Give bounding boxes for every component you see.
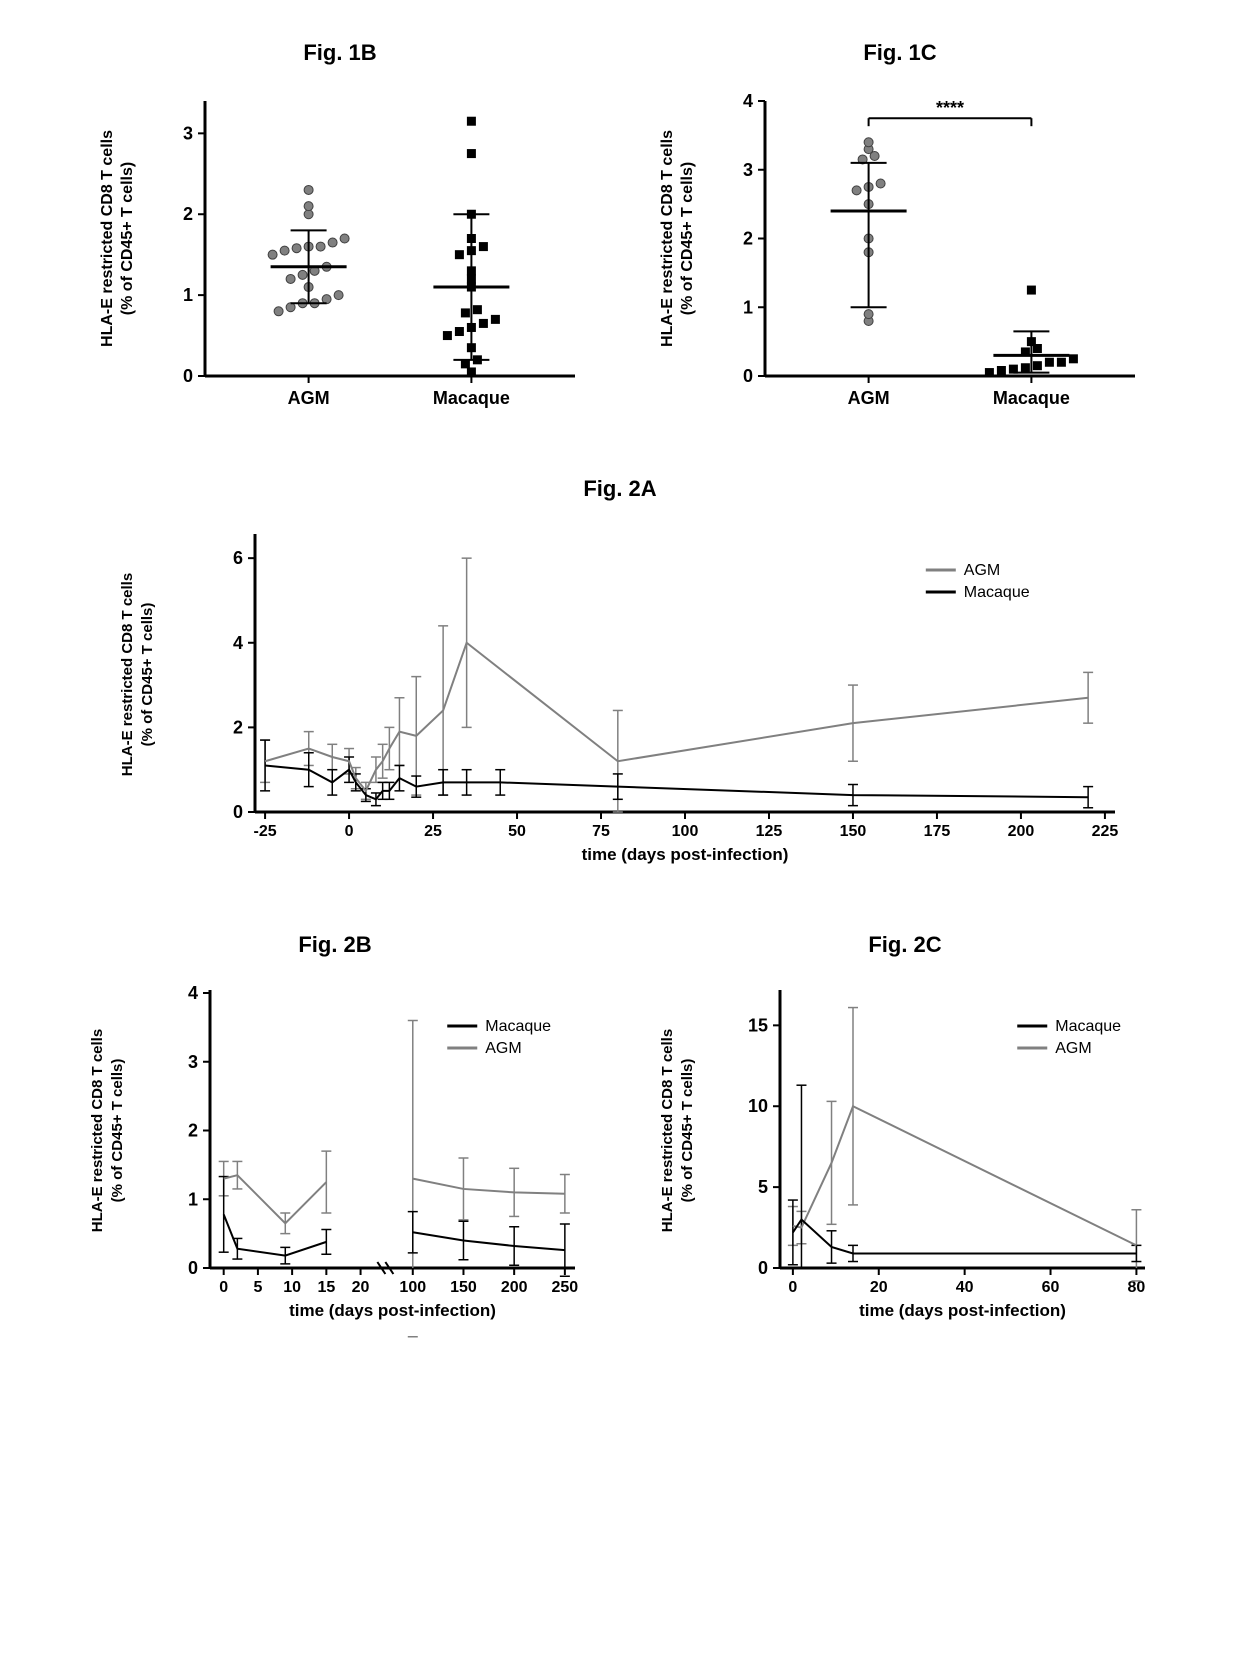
svg-text:200: 200 — [501, 1279, 528, 1296]
svg-text:Macaque: Macaque — [964, 584, 1030, 601]
svg-text:2: 2 — [233, 717, 243, 737]
svg-text:1: 1 — [743, 297, 753, 317]
svg-text:0: 0 — [219, 1279, 228, 1296]
svg-text:1: 1 — [183, 285, 193, 305]
fig2c-chart: 051015020406080time (days post-infection… — [640, 978, 1170, 1338]
svg-text:AGM: AGM — [848, 388, 890, 408]
fig2c-title: Fig. 2C — [640, 932, 1170, 958]
fig1b-title: Fig. 1B — [80, 40, 600, 66]
svg-text:20: 20 — [870, 1279, 888, 1296]
svg-text:AGM: AGM — [485, 1040, 521, 1057]
svg-text:HLA-E restricted CD8 T cells: HLA-E restricted CD8 T cells — [659, 130, 676, 347]
svg-text:(% of CD45+ T cells): (% of CD45+ T cells) — [119, 162, 136, 315]
svg-text:(% of CD45+ T cells): (% of CD45+ T cells) — [679, 1059, 696, 1203]
svg-text:150: 150 — [450, 1279, 477, 1296]
svg-text:HLA-E restricted CD8 T cells: HLA-E restricted CD8 T cells — [99, 130, 116, 347]
fig2b-title: Fig. 2B — [70, 932, 600, 958]
svg-text:Macaque: Macaque — [433, 388, 510, 408]
svg-text:(% of CD45+ T cells): (% of CD45+ T cells) — [109, 1059, 126, 1203]
svg-text:10: 10 — [283, 1279, 301, 1296]
svg-text:3: 3 — [183, 123, 193, 143]
svg-text:0: 0 — [233, 802, 243, 822]
svg-text:HLA-E restricted CD8 T cells: HLA-E restricted CD8 T cells — [119, 573, 136, 776]
svg-text:-25: -25 — [254, 823, 277, 840]
svg-text:HLA-E restricted CD8 T cells: HLA-E restricted CD8 T cells — [659, 1029, 676, 1232]
svg-text:60: 60 — [1042, 1279, 1060, 1296]
svg-text:2: 2 — [188, 1121, 198, 1141]
fig1c-panel: Fig. 1C 0 1 2 3 4 AGM Macaque HLA-E restricted … — [640, 40, 1160, 426]
svg-text:15: 15 — [317, 1279, 335, 1296]
svg-text:2: 2 — [743, 229, 753, 249]
svg-text:(% of CD45+ T cells): (% of CD45+ T cells) — [679, 162, 696, 315]
svg-text:150: 150 — [840, 823, 867, 840]
svg-text:100: 100 — [399, 1279, 426, 1296]
svg-text:75: 75 — [592, 823, 610, 840]
svg-text:time (days post-infection): time (days post-infection) — [289, 1301, 496, 1320]
svg-text:(% of CD45+ T cells): (% of CD45+ T cells) — [139, 603, 156, 747]
svg-text:25: 25 — [424, 823, 442, 840]
svg-text:HLA-E restricted CD8 T cells: HLA-E restricted CD8 T cells — [89, 1029, 106, 1232]
svg-text:250: 250 — [552, 1279, 579, 1296]
svg-text:225: 225 — [1092, 823, 1119, 840]
svg-text:0: 0 — [758, 1258, 768, 1278]
svg-text:175: 175 — [924, 823, 951, 840]
svg-text:AGM: AGM — [288, 388, 330, 408]
svg-text:10: 10 — [748, 1096, 768, 1116]
svg-text:time (days post-infection): time (days post-infection) — [582, 845, 789, 864]
fig2a-chart: 0 2 4 6 -25 0 25 50 75 100 125 150 175 200 225 time (da… — [100, 522, 1140, 882]
svg-text:0: 0 — [788, 1279, 797, 1296]
svg-text:0: 0 — [183, 366, 193, 386]
fig1b-chart: 0 1 2 3 AGM Macaque HLA-E restricted CD8 T cel… — [80, 86, 600, 426]
svg-text:3: 3 — [743, 160, 753, 180]
svg-text:3: 3 — [188, 1052, 198, 1072]
svg-text:100: 100 — [672, 823, 699, 840]
svg-text:15: 15 — [748, 1015, 768, 1035]
fig2a-panel: Fig. 2A 0 2 4 6 -25 0 25 50 75 100 125 150 175 200 225… — [100, 476, 1140, 882]
fig2b-chart: 0 1 2 3 4 0 5 10 15 20 100 150 200 250 time (days post… — [70, 978, 600, 1338]
svg-text:125: 125 — [756, 823, 783, 840]
svg-text:4: 4 — [743, 91, 753, 111]
svg-text:Macaque: Macaque — [485, 1018, 551, 1035]
svg-text:1: 1 — [188, 1189, 198, 1209]
svg-text:0: 0 — [743, 366, 753, 386]
fig1c-title: Fig. 1C — [640, 40, 1160, 66]
svg-text:5: 5 — [758, 1177, 768, 1197]
svg-text:0: 0 — [345, 823, 354, 840]
svg-text:Macaque: Macaque — [993, 388, 1070, 408]
svg-text:AGM: AGM — [964, 562, 1000, 579]
svg-text:200: 200 — [1008, 823, 1035, 840]
svg-text:4: 4 — [188, 983, 198, 1003]
svg-text:20: 20 — [352, 1279, 370, 1296]
fig2c-panel: Fig. 2C 051015020406080time (days post-i… — [640, 932, 1170, 1338]
fig2b-panel: Fig. 2B 0 1 2 3 4 0 5 10 15 20 100 150 200 250 time (d… — [70, 932, 600, 1338]
svg-text:****: **** — [936, 98, 964, 118]
svg-text:40: 40 — [956, 1279, 974, 1296]
svg-text:4: 4 — [233, 633, 243, 653]
svg-text:6: 6 — [233, 548, 243, 568]
svg-text:2: 2 — [183, 204, 193, 224]
svg-text:AGM: AGM — [1055, 1040, 1091, 1057]
svg-text:5: 5 — [253, 1279, 262, 1296]
fig2a-title: Fig. 2A — [100, 476, 1140, 502]
svg-text:50: 50 — [508, 823, 526, 840]
svg-text:Macaque: Macaque — [1055, 1018, 1121, 1035]
fig1c-chart: 0 1 2 3 4 AGM Macaque HLA-E restricted CD8 T ce… — [640, 86, 1160, 426]
svg-text:0: 0 — [188, 1258, 198, 1278]
svg-text:time (days post-infection): time (days post-infection) — [859, 1301, 1066, 1320]
fig1b-panel: Fig. 1B 0 1 2 3 AGM Macaque HLA-E restricted C… — [80, 40, 600, 426]
